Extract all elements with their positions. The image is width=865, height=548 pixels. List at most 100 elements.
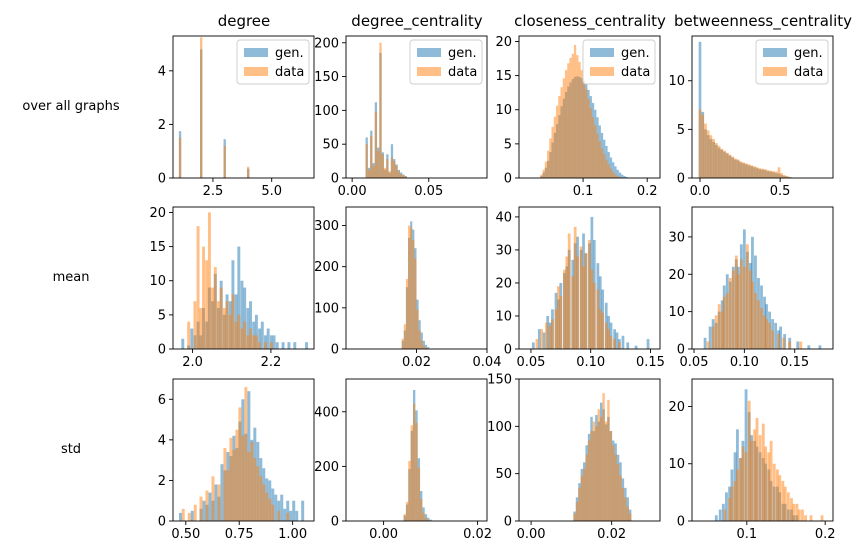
axes-frame (172, 378, 315, 522)
bar-data (211, 476, 215, 521)
x-tick-label: 0.05 (414, 184, 443, 199)
bar-data (395, 165, 398, 178)
bar-data (403, 324, 406, 349)
bar-data (383, 167, 387, 178)
bar-data (628, 513, 632, 521)
bar-data (422, 345, 425, 349)
bar-gen (295, 510, 299, 521)
x-tick-label: 0.75 (225, 527, 254, 542)
histogram-bars (573, 393, 632, 521)
bar-gen (272, 335, 276, 349)
y-tick-label: 100 (487, 420, 512, 435)
bar-gen (625, 176, 628, 178)
bar-data (602, 393, 605, 521)
bar-data (731, 156, 735, 178)
bar-data (578, 487, 581, 521)
bar-data (764, 446, 768, 521)
bar-data (540, 174, 543, 178)
bar-data (367, 169, 371, 178)
axes-frame (172, 35, 315, 179)
bar-data (750, 165, 754, 178)
y-tick-label: 0 (331, 515, 339, 530)
bar-data (585, 89, 588, 178)
bar-data (250, 441, 254, 521)
bar-data (734, 158, 737, 178)
bar-data (614, 454, 617, 521)
x-tick-label: 0.0 (690, 184, 711, 199)
bar-data (556, 105, 559, 178)
bar-data (804, 515, 807, 521)
legend-label-gen: gen. (448, 46, 477, 61)
bar-data (604, 322, 608, 349)
x-tick-label: 0.00 (369, 527, 398, 542)
y-tick-label: 15 (495, 69, 512, 84)
x-tick-label: 0.1 (736, 527, 757, 542)
bar-data (545, 322, 548, 349)
bar-data (704, 123, 707, 178)
bar-data (379, 42, 382, 178)
bar-data (567, 63, 570, 178)
bar-data (277, 510, 281, 521)
bar-data (544, 161, 548, 178)
bar-data (405, 279, 409, 349)
bar-data (571, 276, 575, 349)
bar-data (412, 403, 416, 521)
x-tick-label: 0.15 (780, 355, 809, 370)
bar-data (594, 125, 597, 178)
bar-data (564, 70, 568, 178)
y-tick-label: 10 (668, 457, 685, 472)
bar-data (728, 498, 732, 521)
x-tick-label: 0.02 (597, 527, 626, 542)
y-tick-label: 10 (149, 274, 166, 289)
bar-data (618, 176, 622, 178)
bar-gen (220, 464, 224, 521)
bar-data (701, 114, 705, 178)
bar-data (792, 503, 796, 521)
bar-gen (286, 500, 290, 521)
bar-data (565, 256, 569, 349)
x-tick-label: 0.50 (171, 527, 200, 542)
bar-data (767, 452, 771, 521)
bar-gen (634, 345, 638, 349)
bar-gen (542, 332, 546, 349)
bar-data (578, 61, 581, 178)
bar-data (560, 87, 563, 178)
bar-gen (609, 157, 613, 178)
y-tick-label: 0 (158, 172, 166, 187)
axes-frame (691, 206, 834, 350)
bar-data (196, 226, 200, 349)
x-tick-label: 0.02 (402, 355, 431, 370)
bar-data (758, 168, 762, 178)
histogram-bars (403, 389, 432, 521)
bar-data (388, 171, 391, 178)
bar-data (706, 341, 710, 349)
bar-data (573, 44, 577, 178)
bar-data (418, 330, 421, 349)
bar-data (728, 154, 732, 178)
histogram-panel-r2-c3: 0.1 0.2 0 10 20 (668, 378, 836, 542)
bar-data (747, 400, 751, 521)
bar-gen (427, 517, 430, 521)
bar-data (765, 319, 768, 349)
bar-data (372, 165, 375, 178)
bar-gen (280, 494, 284, 521)
bar-gen (796, 341, 800, 349)
histogram-panel-r0-c3: 0.0 0.5 0 5 10 gen. data (668, 35, 834, 199)
legend-swatch-gen (417, 48, 441, 57)
bar-data (781, 480, 785, 521)
axes-frame (691, 35, 834, 179)
histogram-bars (181, 212, 309, 349)
legend: gen. data (409, 39, 483, 85)
row-label-over-all-graphs: over all graphs (22, 99, 119, 114)
y-tick-label: 10 (668, 305, 685, 320)
bar-data (193, 301, 197, 349)
bar-gen (708, 326, 712, 349)
bar-data (202, 246, 206, 349)
legend-label-gen: gen. (794, 46, 823, 61)
bar-data (234, 321, 238, 349)
bar-data (575, 502, 579, 521)
bar-data (624, 497, 627, 521)
bar-gen (237, 246, 241, 349)
legend: gen. data (582, 39, 656, 85)
x-tick-label: 1.00 (278, 527, 307, 542)
